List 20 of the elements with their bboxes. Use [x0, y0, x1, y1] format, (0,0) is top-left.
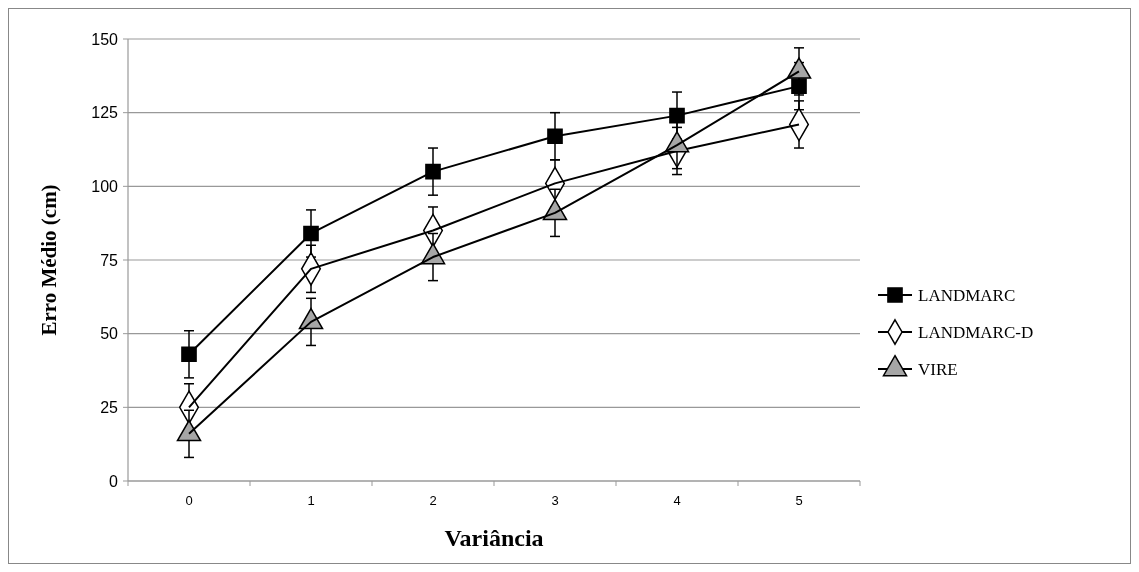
legend-label: LANDMARC-D	[918, 323, 1034, 342]
y-tick-label: 0	[109, 472, 119, 490]
y-tick-label: 100	[91, 177, 119, 195]
point	[181, 346, 197, 363]
x-tick-label: 1	[307, 493, 315, 508]
y-tick-label: 75	[100, 251, 119, 269]
legend-label: VIRE	[918, 360, 958, 379]
y-tick-label: 125	[91, 104, 119, 122]
legend-label: LANDMARC	[918, 286, 1016, 305]
y-axis-title: Erro Médio (cm)	[37, 184, 61, 336]
x-tick-label: 3	[551, 493, 559, 508]
point	[547, 128, 563, 145]
x-tick-label: 0	[185, 493, 193, 508]
y-tick-label: 50	[100, 325, 119, 343]
x-tick-label: 4	[673, 493, 681, 508]
y-tick-label: 25	[100, 398, 119, 416]
x-axis-title: Variância	[444, 525, 544, 551]
y-tick-label: 150	[91, 30, 119, 48]
x-tick-label: 2	[429, 493, 437, 508]
x-tick-label: 5	[795, 493, 803, 508]
